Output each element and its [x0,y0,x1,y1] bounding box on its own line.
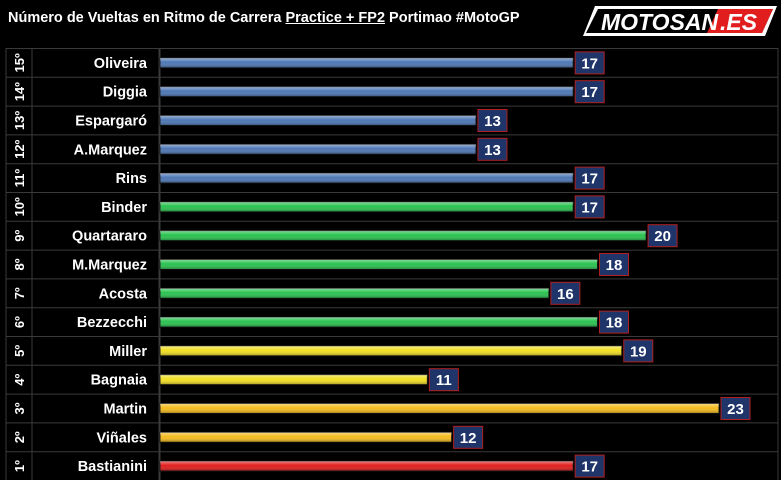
rider-label: Viñales [96,430,147,446]
position-label: 1º [12,460,27,472]
position-label: 13º [12,111,27,130]
position-label: 10º [12,197,27,216]
position-label: 7º [12,287,27,299]
value-label-box [574,80,605,104]
value-label-box [574,454,605,478]
bar-shade [160,403,719,414]
chart-title: Número de Vueltas en Ritmo de Carrera Pr… [8,10,520,26]
chart-rows: 15º Oliveira 17 14º Diggia 17 13º Espargaró 13 12… [12,51,751,478]
rider-label: Oliveira [94,56,148,72]
value-label-box [477,109,508,132]
value-label: 17 [581,55,598,72]
rider-label: Bastianini [78,459,147,475]
value-label: 17 [581,459,598,476]
position-label: 4º [12,373,27,385]
bar-shade [160,288,549,299]
value-label: 17 [581,84,598,101]
bar-shade [160,173,574,184]
position-label: 3º [12,402,27,414]
logo-text-tld: .ES [720,9,758,35]
bar-shade [160,461,574,472]
bar-shade [160,230,647,241]
bar-shade [160,57,574,68]
value-label-box [574,166,605,190]
bar-shade [160,201,574,212]
position-label: 12º [12,139,27,158]
value-label-box [453,425,484,449]
rider-label: M.Marquez [72,258,147,274]
value-label: 16 [557,286,574,303]
value-label-box [428,368,459,392]
position-label: 2º [12,431,27,443]
value-label: 13 [484,113,501,130]
value-label-box [598,310,629,334]
position-label: 5º [12,345,27,357]
rider-label: Rins [116,171,147,187]
position-label: 14º [12,82,27,101]
value-label: 18 [606,257,623,274]
rider-label: Diggia [103,85,148,101]
rider-label: Binder [101,200,147,216]
rider-label: Martin [104,402,148,418]
bar-shade [160,317,598,328]
value-label: 18 [606,315,623,332]
position-label: 8º [12,258,27,270]
title-underlined: Practice + FP2 [285,10,386,26]
rider-label: Bezzecchi [77,315,147,331]
value-label: 11 [436,372,452,389]
value-label-box [477,137,508,161]
position-label: 6º [12,316,27,328]
logo-text-main: MOTOSAN [601,9,719,35]
rider-label: Acosta [99,286,148,302]
bar-shade [160,432,452,443]
rider-label: Quartararo [72,229,147,245]
value-label-box [720,397,751,420]
value-label-box [574,51,605,75]
rider-label: Bagnaia [91,373,148,389]
bar-shade [160,259,598,270]
position-label: 15º [12,53,27,72]
value-label: 17 [581,171,598,188]
value-label: 19 [630,343,647,360]
value-label-box [574,195,605,219]
rider-label: Espargaró [75,114,147,130]
rider-label: Miller [109,344,147,360]
value-label-box [623,339,654,363]
value-label-box [550,281,581,305]
bar-shade [160,374,428,385]
position-label: 11º [12,169,27,188]
value-label: 17 [581,199,598,216]
rider-label: A.Marquez [74,142,147,158]
bar-shade [160,144,476,155]
value-label-box [647,224,678,248]
rider-column-frame [31,48,160,480]
position-label: 9º [12,229,27,241]
value-label: 12 [460,430,477,447]
value-label: 23 [727,401,744,418]
bar-shade [160,86,574,97]
bar-shade [160,345,622,356]
motosan-logo: MOTOSAN .ES [583,6,777,36]
value-label: 13 [484,142,501,159]
value-label-box [598,253,629,276]
bar-shade [160,115,476,126]
value-label: 20 [654,228,671,245]
